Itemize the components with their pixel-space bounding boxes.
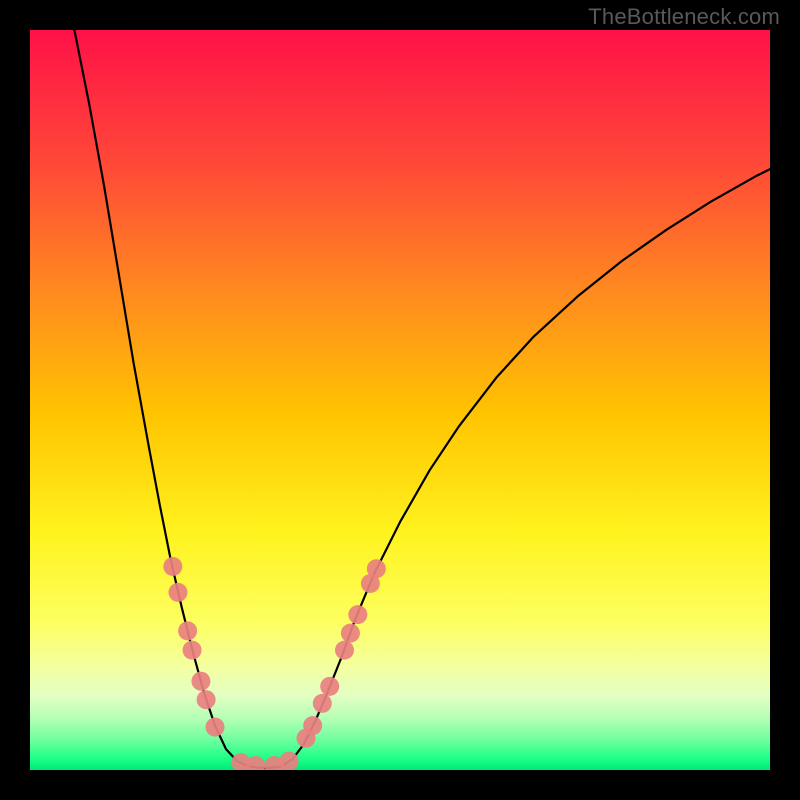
data-marker xyxy=(303,716,322,735)
bottleneck-curve-chart xyxy=(30,30,770,770)
data-marker xyxy=(341,624,360,643)
watermark-text: TheBottleneck.com xyxy=(588,4,780,30)
data-marker xyxy=(280,752,299,770)
data-marker xyxy=(183,641,202,660)
data-marker xyxy=(206,718,225,737)
data-marker xyxy=(367,559,386,578)
data-marker xyxy=(169,583,188,602)
data-marker xyxy=(178,621,197,640)
data-marker xyxy=(163,557,182,576)
data-marker xyxy=(348,605,367,624)
data-marker xyxy=(197,690,216,709)
data-marker xyxy=(313,694,332,713)
data-marker xyxy=(320,677,339,696)
chart-container xyxy=(30,30,770,770)
data-marker xyxy=(335,641,354,660)
data-marker xyxy=(191,672,210,691)
